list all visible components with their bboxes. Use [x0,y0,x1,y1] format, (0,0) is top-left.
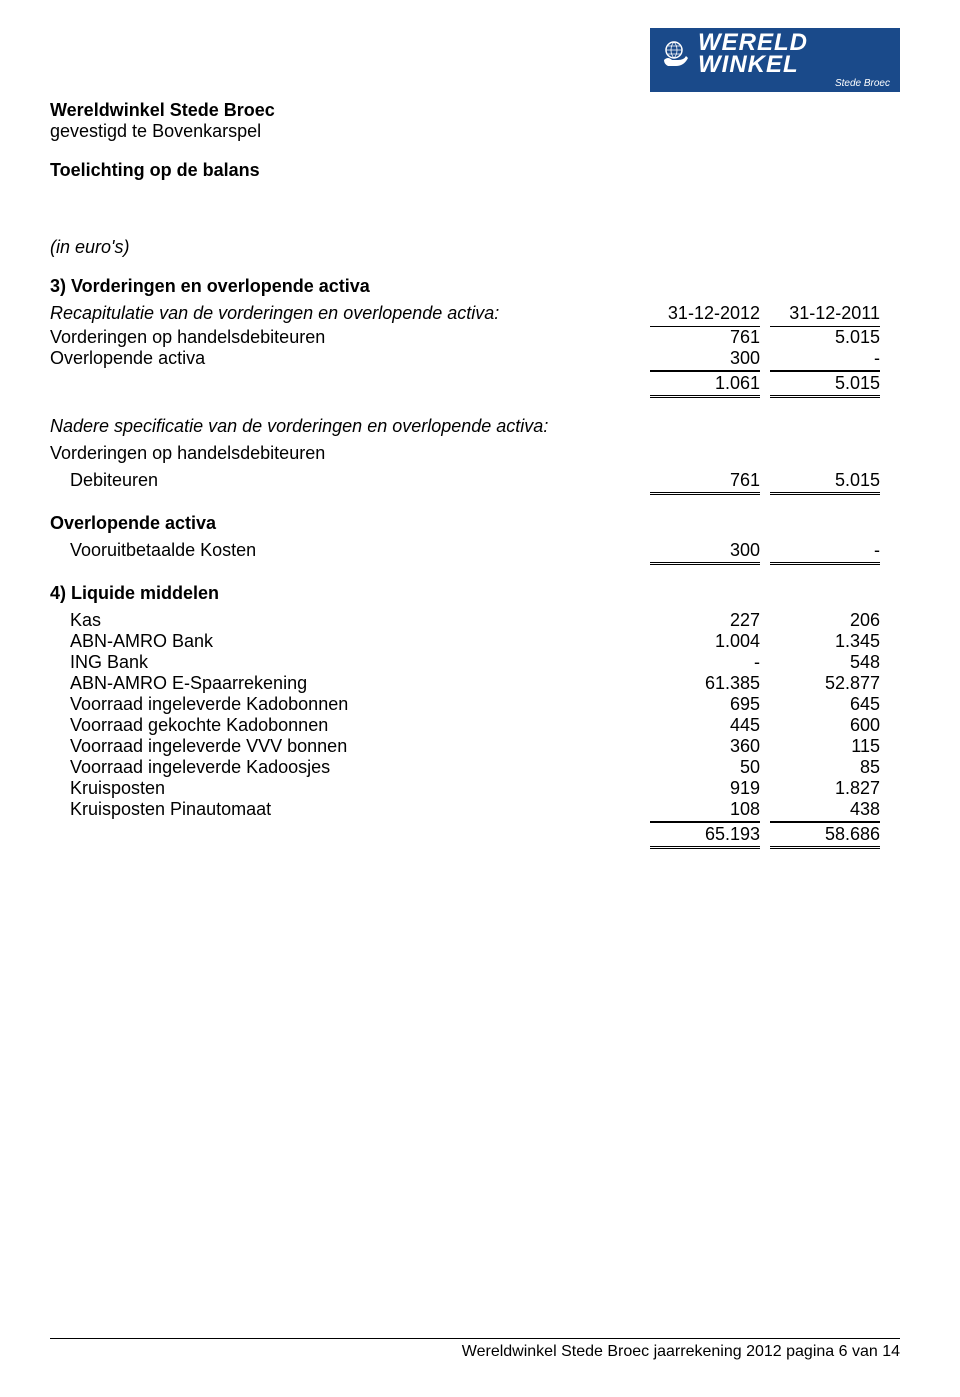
date-col-1: 31-12-2012 [650,303,760,327]
sub2-heading: Overlopende activa [50,513,880,534]
row-val1: 61.385 [650,673,760,694]
logo-line2: WINKEL [698,54,808,76]
row-label: ABN-AMRO Bank [50,631,650,652]
table-row: Kruisposten Pinautomaat 108 438 [50,799,880,822]
row-label: Voorraad ingeleverde Kadoosjes [50,757,650,778]
row-label: Voorraad ingeleverde Kadobonnen [50,694,650,715]
spec-label: Nadere specificatie van de vorderingen e… [50,416,880,437]
table-row: Voorraad ingeleverde VVV bonnen 360 115 [50,736,880,757]
row-val2: 5.015 [770,327,880,348]
row-label: ING Bank [50,652,650,673]
row-val1: 227 [650,610,760,631]
row-label: Overlopende activa [50,348,650,369]
row-val2: 85 [770,757,880,778]
table-row: Voorraad ingeleverde Kadobonnen 695 645 [50,694,880,715]
org-name: Wereldwinkel Stede Broec [50,100,900,121]
row-val1: 300 [650,540,760,565]
row-val2: 645 [770,694,880,715]
recap-label: Recapitulatie van de vorderingen en over… [50,303,650,324]
table-row: Voorraad gekochte Kadobonnen 445 600 [50,715,880,736]
row-val1: 761 [650,327,760,348]
row-val1: - [650,652,760,673]
row-val2: 438 [770,799,880,822]
page: WERELD WINKEL Stede Broec Wereldwinkel S… [0,0,960,1397]
total-val2: 5.015 [770,371,880,398]
row-val2: 1.345 [770,631,880,652]
page-footer: Wereldwinkel Stede Broec jaarrekening 20… [50,1338,900,1361]
row-val2: 52.877 [770,673,880,694]
row-val2: - [770,348,880,371]
page-title: Toelichting op de balans [50,160,900,181]
table-row: Kruisposten 919 1.827 [50,778,880,799]
table-row: Vorderingen op handelsdebiteuren 761 5.0… [50,327,880,348]
table-row: ABN-AMRO E-Spaarrekening 61.385 52.877 [50,673,880,694]
row-label: Kas [50,610,650,631]
row-val1: 360 [650,736,760,757]
recap-header-row: Recapitulatie van de vorderingen en over… [50,303,880,327]
row-label: Debiteuren [50,470,650,491]
row-val2: 115 [770,736,880,757]
currency-note: (in euro's) [50,237,880,258]
row-val2: 1.827 [770,778,880,799]
row-label: Vooruitbetaalde Kosten [50,540,650,561]
row-val1: 919 [650,778,760,799]
table-row: ABN-AMRO Bank 1.004 1.345 [50,631,880,652]
row-val1: 108 [650,799,760,822]
table-row: Kas 227 206 [50,610,880,631]
row-label: ABN-AMRO E-Spaarrekening [50,673,650,694]
row-label: Voorraad gekochte Kadobonnen [50,715,650,736]
row-label: Kruisposten Pinautomaat [50,799,650,820]
section4-heading: 4) Liquide middelen [50,583,880,604]
org-location: gevestigd te Bovenkarspel [50,121,900,142]
document-header: Wereldwinkel Stede Broec gevestigd te Bo… [50,100,900,181]
logo-main: WERELD WINKEL [650,28,900,77]
table-row: Debiteuren 761 5.015 [50,470,880,495]
row-val1: 695 [650,694,760,715]
row-val2: 206 [770,610,880,631]
row-label: Voorraad ingeleverde VVV bonnen [50,736,650,757]
row-val2: 5.015 [770,470,880,495]
total-val1: 1.061 [650,371,760,398]
logo-text: WERELD WINKEL [698,32,808,75]
row-val1: 445 [650,715,760,736]
row-label: Kruisposten [50,778,650,799]
total-val1: 65.193 [650,822,760,849]
row-val1: 761 [650,470,760,495]
table-row: ING Bank - 548 [50,652,880,673]
logo-sub: Stede Broec [650,77,900,92]
financial-table: (in euro's) 3) Vorderingen en overlopend… [50,237,880,849]
total-row: 65.193 58.686 [50,822,880,849]
total-val2: 58.686 [770,822,880,849]
row-val1: 50 [650,757,760,778]
row-val1: 1.004 [650,631,760,652]
row-val2: - [770,540,880,565]
logo: WERELD WINKEL Stede Broec [650,28,900,92]
row-val2: 548 [770,652,880,673]
globe-hand-icon [660,38,692,70]
sub1-heading: Vorderingen op handelsdebiteuren [50,443,880,464]
table-row: Overlopende activa 300 - [50,348,880,371]
section3-heading: 3) Vorderingen en overlopende activa [50,276,880,297]
total-row: 1.061 5.015 [50,371,880,398]
date-col-2: 31-12-2011 [770,303,880,327]
table-row: Vooruitbetaalde Kosten 300 - [50,540,880,565]
row-label: Vorderingen op handelsdebiteuren [50,327,650,348]
table-row: Voorraad ingeleverde Kadoosjes 50 85 [50,757,880,778]
row-val2: 600 [770,715,880,736]
row-val1: 300 [650,348,760,371]
